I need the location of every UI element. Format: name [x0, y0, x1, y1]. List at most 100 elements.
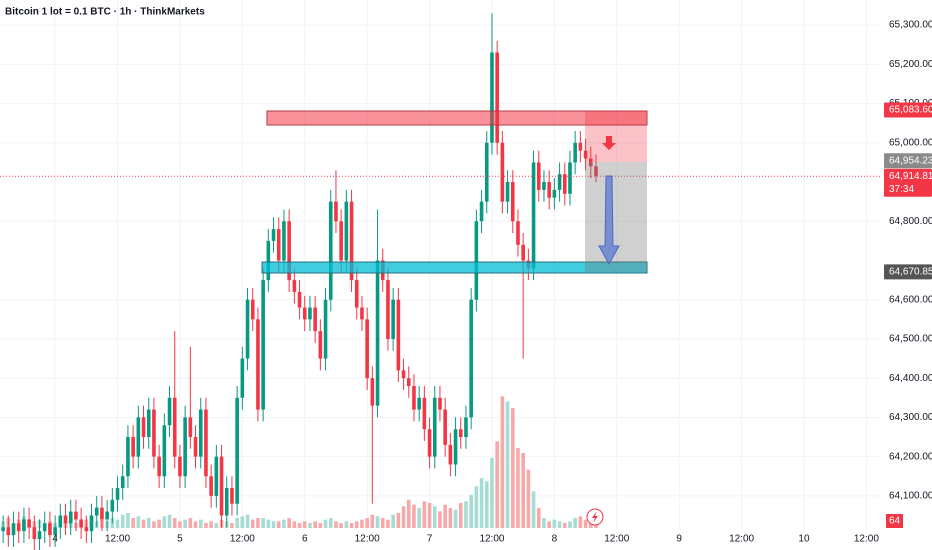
volume-bar — [588, 521, 593, 528]
candle-body — [204, 409, 208, 477]
y-tick-label: 64,600.00 — [889, 294, 932, 305]
volume-bar — [198, 519, 203, 528]
volume-bar — [334, 521, 338, 528]
volume-bar — [188, 518, 193, 528]
volume-bar — [282, 519, 286, 528]
y-tick-label: 65,200.00 — [889, 59, 932, 70]
candle-body — [417, 397, 421, 410]
candle-body — [521, 244, 525, 261]
volume-bar — [115, 519, 120, 528]
volume-bar — [136, 516, 141, 528]
volume-bar — [380, 518, 385, 528]
volume-bar — [292, 521, 297, 528]
volume-bar — [183, 519, 187, 528]
candle-body — [219, 456, 224, 516]
volume-bar — [162, 516, 167, 528]
volume-bar — [318, 523, 323, 528]
price-label: 65,083.60 — [889, 105, 932, 116]
volume-bar — [230, 523, 234, 528]
candle-body — [110, 499, 115, 512]
volume-bar — [276, 521, 281, 528]
candle-body — [131, 437, 135, 457]
candle-body — [89, 515, 94, 532]
candle-body — [573, 142, 577, 163]
candle-body — [318, 331, 323, 359]
candle-body — [339, 221, 343, 261]
candle-body — [313, 307, 317, 332]
volume-bar — [464, 501, 468, 528]
candle-body — [386, 280, 390, 339]
volume-bar — [193, 521, 198, 528]
countdown-label: 37:34 — [889, 184, 914, 195]
volume-bar — [510, 408, 515, 528]
volume-bar — [568, 521, 572, 528]
volume-bar — [391, 514, 395, 528]
volume-bar — [386, 519, 390, 528]
volume-bar — [152, 521, 156, 528]
candle-body — [469, 299, 473, 418]
candles — [0, 13, 882, 550]
volume-bar — [370, 514, 375, 528]
price-label: 64,954.23 — [889, 155, 932, 166]
candle-body — [94, 507, 99, 516]
candle-body — [157, 456, 161, 477]
volume-bar — [505, 401, 510, 528]
candle-body — [328, 201, 333, 300]
volume-bar — [261, 518, 265, 528]
volume-bar — [245, 514, 250, 528]
candle-body — [422, 397, 427, 430]
volume-label-box — [886, 514, 903, 528]
candle-body — [552, 189, 557, 198]
candle-body — [266, 240, 271, 281]
axis: 65,300.0065,200.0065,100.0065,000.0064,8… — [52, 20, 932, 545]
candle-body — [557, 174, 562, 190]
volume-bar — [172, 518, 177, 528]
down-arrow-large — [598, 175, 620, 266]
volume-bar — [562, 523, 567, 528]
candle-body — [235, 397, 239, 504]
candle-body — [167, 397, 172, 426]
candle-body — [464, 417, 468, 438]
volume-bar — [308, 523, 312, 528]
volume-bar — [209, 521, 213, 528]
volume-bar — [469, 494, 473, 528]
candle-body — [401, 370, 406, 379]
volume-bar — [256, 518, 260, 528]
candle-body — [484, 142, 489, 202]
candle-body — [516, 221, 520, 245]
candle-body — [495, 52, 499, 143]
volume-bar — [412, 504, 416, 528]
volume-bar — [167, 514, 172, 528]
candle-body — [22, 519, 26, 532]
candle-body — [282, 221, 286, 261]
volume-bar — [490, 458, 494, 528]
candle-body — [490, 52, 494, 143]
candle-body — [458, 429, 463, 438]
candle-body — [365, 319, 369, 379]
chart-title: Bitcoin 1 lot = 0.1 BTC · 1h · ThinkMark… — [5, 7, 205, 18]
candle-body — [583, 150, 588, 159]
candle-body — [245, 299, 250, 359]
candle-body — [58, 515, 63, 528]
price-label: 64,670.85 — [889, 267, 932, 278]
candle-body — [453, 429, 458, 465]
candle-body — [261, 280, 265, 410]
candle-body — [375, 260, 380, 406]
volume-bar — [453, 509, 458, 528]
candle-body — [172, 397, 177, 457]
candle-body — [250, 299, 255, 320]
price-label-box — [884, 168, 932, 197]
y-tick-label: 64,800.00 — [889, 216, 932, 227]
volume-bar — [214, 523, 219, 528]
event-bolt — [592, 511, 598, 523]
candle-body — [183, 417, 187, 477]
candle-body — [100, 507, 104, 520]
candle-body — [578, 142, 583, 151]
volume-label: 64 — [889, 516, 901, 527]
volume-bar — [360, 519, 364, 528]
y-tick-label: 64,500.00 — [889, 334, 932, 345]
volume-bar — [396, 513, 401, 528]
candle-body — [68, 511, 73, 524]
y-tick-label: 65,300.00 — [889, 20, 932, 31]
